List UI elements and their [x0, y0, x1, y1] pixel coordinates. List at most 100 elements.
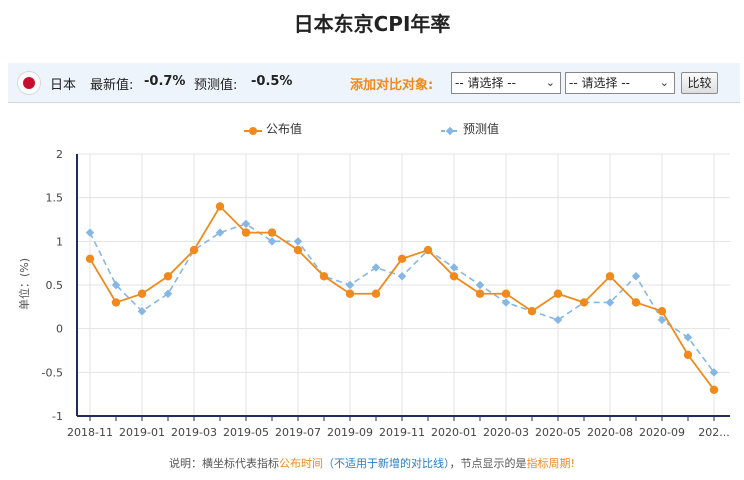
series-layer [85, 202, 719, 394]
predicted-value: -0.5% [251, 74, 293, 89]
x-axis-ticks: 2018-11 2019-01 2019-03 2019-05 2019-07 2019-… [67, 426, 730, 439]
x-tick-label: 2020-01 [431, 426, 477, 439]
axes [76, 154, 730, 421]
compare-select-2-value: -- 请选择 -- [569, 76, 630, 90]
note-mid: ，节点显示的是 [449, 457, 527, 470]
legend-item-published[interactable]: 公布值 [244, 120, 302, 137]
published-point [423, 245, 433, 255]
published-point [293, 245, 303, 255]
compare-select-2[interactable]: -- 请选择 -- ⌄ [565, 72, 675, 94]
latest-value: -0.7% [144, 74, 186, 89]
published-point [709, 385, 719, 394]
x-tick-label: 2018-11 [67, 426, 113, 439]
chart-note: 说明：横坐标代表指标公布时间（不适用于新增的对比线），节点显示的是指标周期! [0, 455, 744, 471]
published-point [683, 350, 693, 360]
compare-select-1[interactable]: -- 请选择 -- ⌄ [451, 72, 561, 94]
note-highlight-2: 指标周期! [526, 457, 575, 470]
y-tick-label: 2 [56, 148, 63, 161]
line-chart: 21.510.50-0.5-1 2018-11 2019-01 2019-03 201… [17, 148, 730, 439]
published-point [657, 307, 667, 316]
y-tick-label: -0.5 [42, 366, 63, 379]
published-point [527, 307, 537, 316]
published-point [189, 245, 199, 255]
published-point [319, 272, 329, 281]
predicted-value-label: 预测值: [194, 78, 238, 93]
note-prefix: 说明：横坐标代表指标 [169, 457, 280, 470]
published-point [371, 289, 381, 298]
latest-value-label: 最新值: [90, 78, 134, 93]
predicted-point [501, 298, 511, 307]
predicted-point [397, 272, 407, 281]
x-tick-label: 2019-03 [171, 426, 217, 439]
chart-title: 日本东京CPI年率 [293, 12, 451, 36]
predicted-point [475, 280, 485, 290]
published-point [631, 298, 641, 307]
compare-button[interactable]: 比较 [681, 72, 718, 94]
published-point [85, 254, 95, 263]
predicted-point [345, 280, 355, 290]
note-paren: （不适用于新增的对比线） [323, 457, 450, 470]
published-point [605, 272, 615, 281]
country-name: 日本 [50, 78, 77, 93]
legend-item-predicted[interactable]: 预测值 [441, 120, 499, 137]
japan-flag-icon [18, 72, 40, 94]
chevron-down-icon: ⌄ [545, 76, 555, 89]
x-tick-label: 2019-05 [223, 426, 269, 439]
predicted-point [215, 228, 225, 237]
x-tick-label: 2020-03 [483, 426, 529, 439]
predicted-point [267, 237, 277, 246]
predicted-point [111, 280, 121, 290]
published-point [267, 228, 277, 237]
x-tick-label: 2019-11 [379, 426, 425, 439]
predicted-point [631, 272, 641, 281]
predicted-point [709, 368, 719, 377]
y-tick-label: 0 [56, 323, 63, 336]
published-point [345, 289, 355, 298]
y-tick-label: 1 [56, 235, 63, 248]
predicted-point [241, 219, 251, 229]
x-tick-label: 2019-07 [275, 426, 321, 439]
y-tick-label: -1 [52, 410, 63, 423]
y-axis-ticks: 2 1.5 1 0.5 0 -0.5 -1 [42, 148, 63, 423]
x-tick-label: 2020-08 [587, 426, 633, 439]
published-point [397, 254, 407, 263]
published-point [553, 289, 563, 298]
y-tick-label: 1.5 [46, 192, 64, 205]
predicted-point [137, 306, 147, 316]
predicted-point [657, 315, 667, 325]
x-tick-label: 2019-09 [327, 426, 373, 439]
predicted-point [553, 315, 563, 325]
predicted-point [163, 289, 173, 298]
x-tick-label: 2020-05 [535, 426, 581, 439]
predicted-point [293, 237, 303, 246]
published-point [241, 228, 251, 237]
y-tick-label: 0.5 [46, 279, 64, 292]
chevron-down-icon: ⌄ [659, 76, 669, 89]
y-axis-label: 单位：(%) [17, 258, 31, 310]
grid-lines [77, 153, 730, 417]
published-point [137, 289, 147, 298]
predicted-point [85, 228, 95, 237]
legend-label-predicted: 预测值 [463, 122, 500, 136]
predicted-point [605, 298, 615, 307]
x-tick-label: 2019-01 [119, 426, 165, 439]
note-highlight-1: 公布时间 [279, 457, 324, 470]
legend-label-published: 公布值 [266, 122, 303, 136]
published-point [449, 272, 459, 281]
compare-label: 添加对比对象: [350, 78, 434, 93]
published-point [579, 298, 589, 307]
published-point [475, 289, 485, 298]
info-bar: 日本 最新值: -0.7% 预测值: -0.5% 添加对比对象: -- 请选择 … [8, 63, 740, 103]
published-point [215, 202, 225, 211]
published-point [501, 289, 511, 298]
predicted-point [683, 333, 693, 342]
published-point [163, 272, 173, 281]
predicted-point [449, 263, 459, 272]
published-point [111, 298, 121, 307]
legend-marker-published-icon [244, 125, 262, 135]
predicted-point [371, 263, 381, 272]
x-tick-label: 2020-09 [639, 426, 685, 439]
legend-marker-predicted-icon [441, 125, 459, 135]
x-tick-label: 202... [698, 426, 730, 439]
compare-select-1-value: -- 请选择 -- [455, 76, 516, 90]
